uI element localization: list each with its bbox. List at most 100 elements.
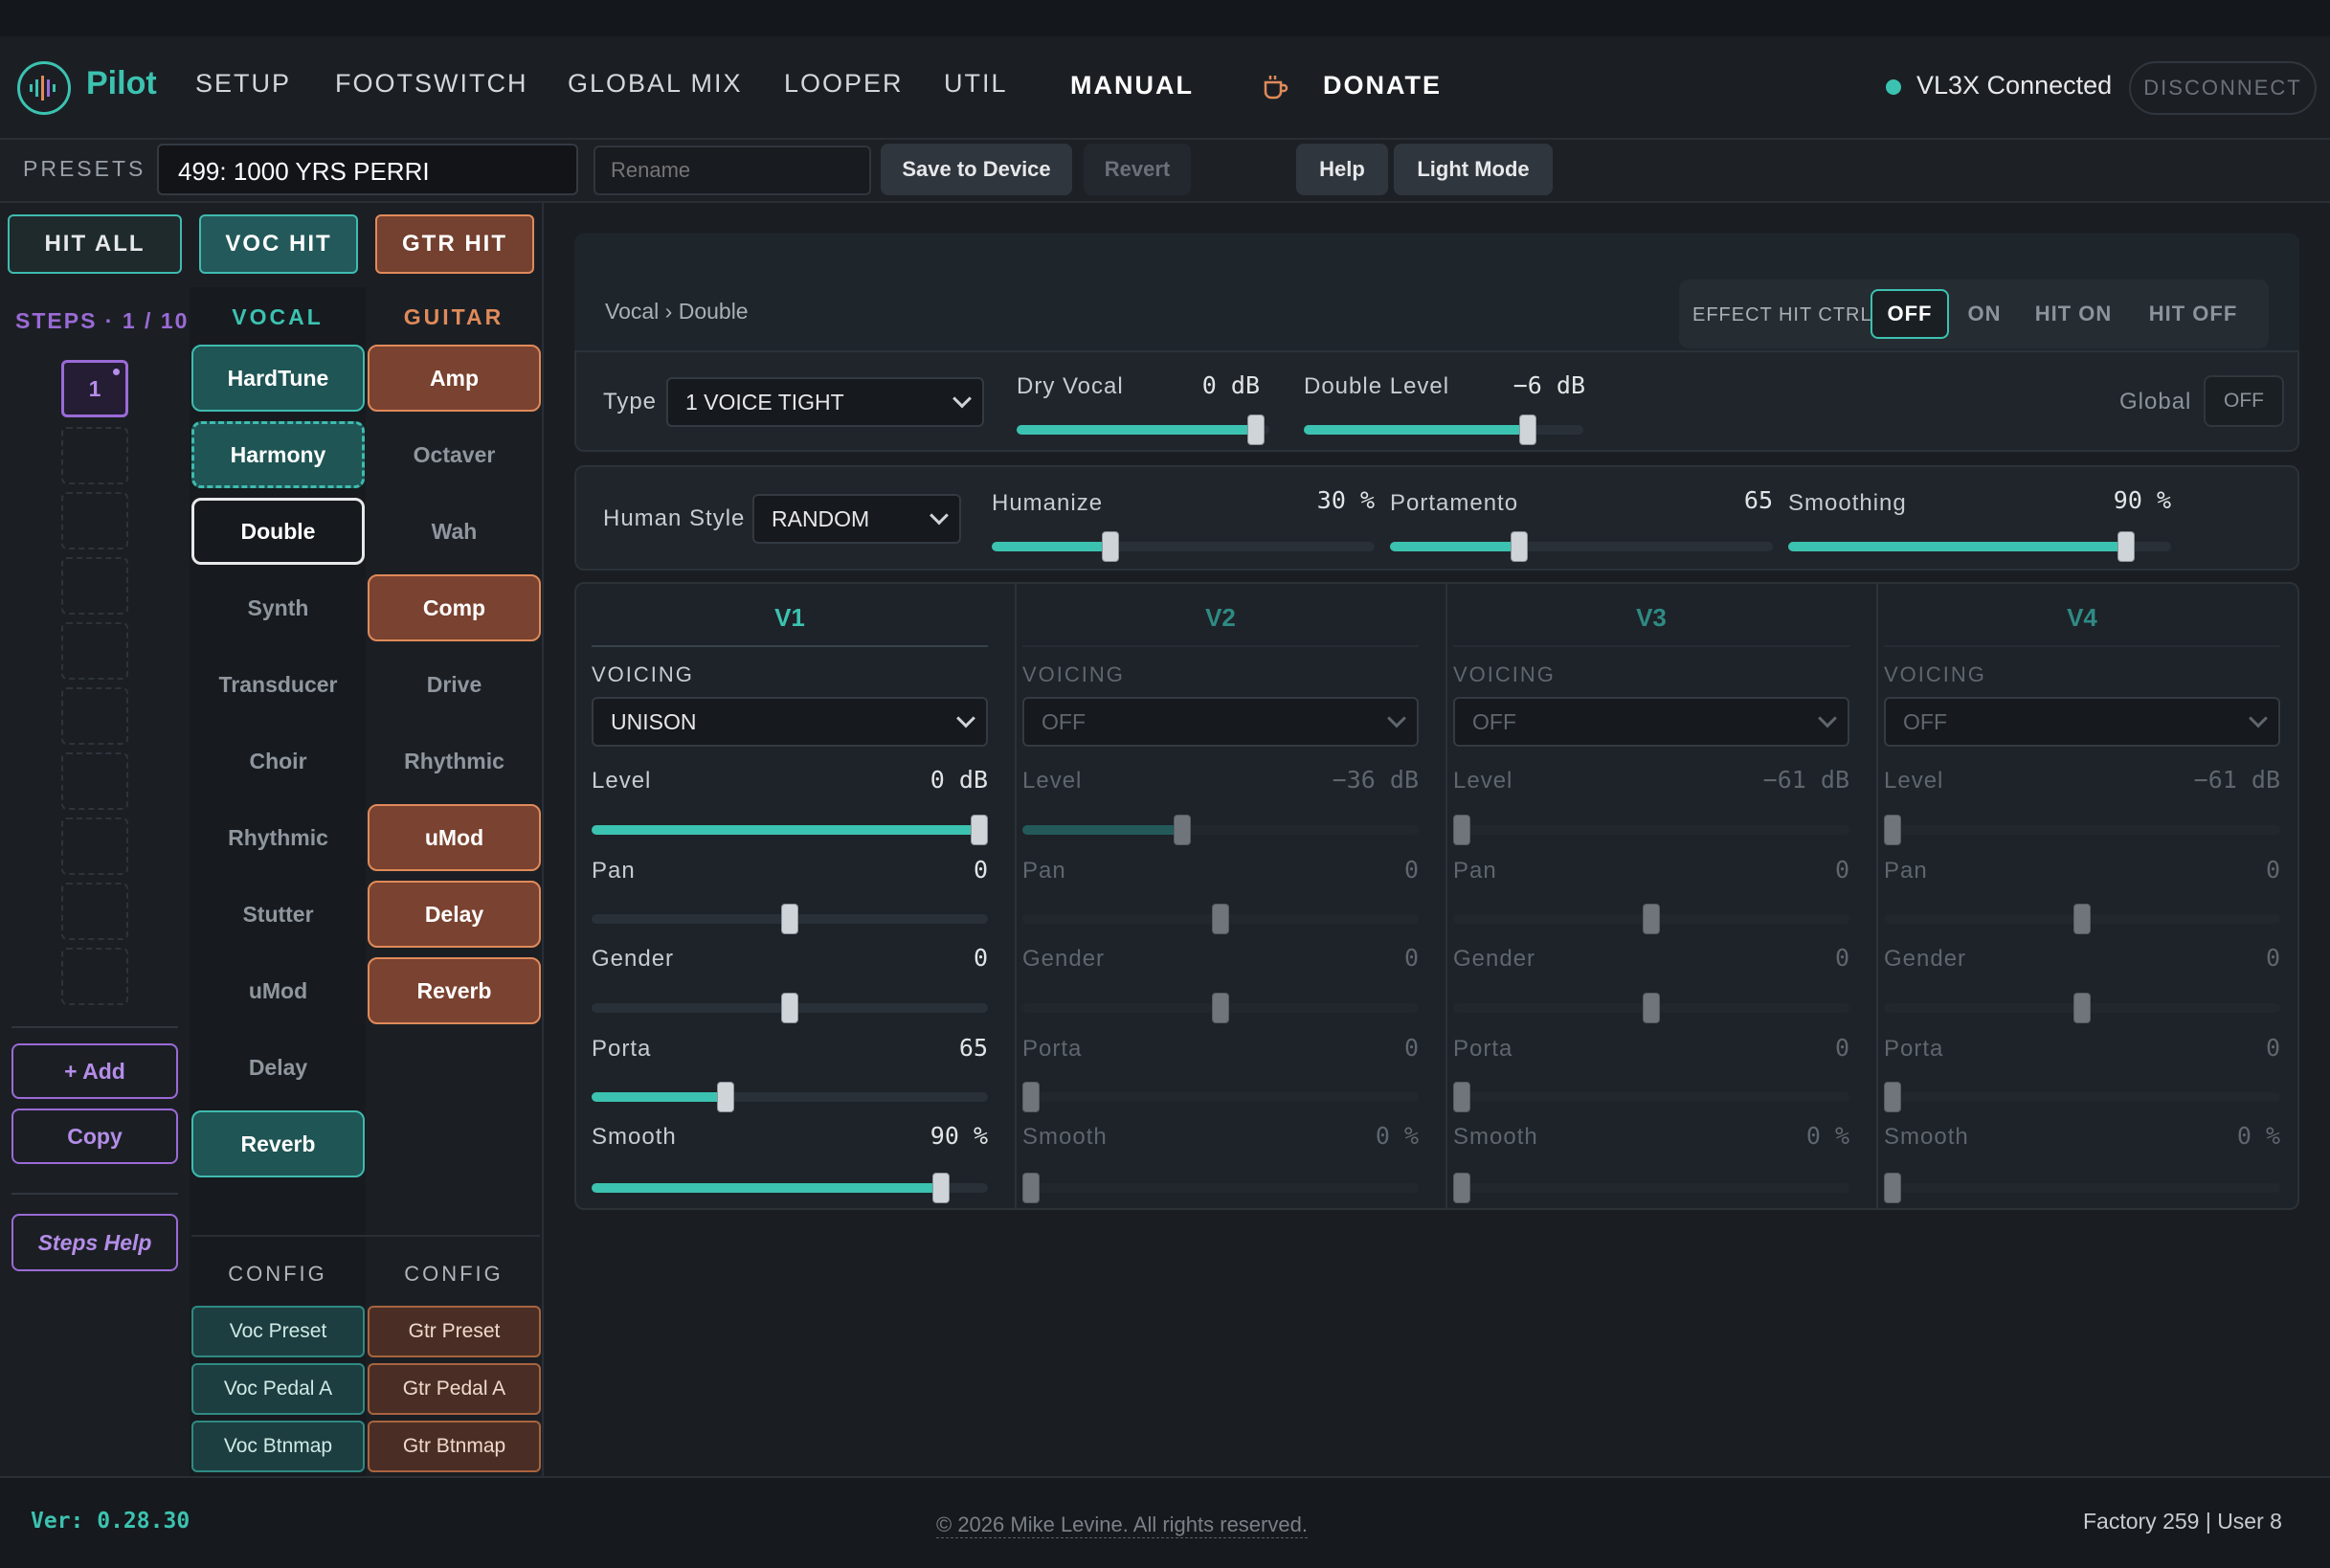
preset-selector[interactable]: 499: 1000 YRS PERRI [157, 144, 578, 195]
help-button[interactable]: Help [1296, 144, 1388, 195]
guitar-effect-reverb[interactable]: Reverb [368, 957, 541, 1024]
add-step-button[interactable]: + Add [11, 1043, 178, 1099]
guitar-effect-octaver[interactable]: Octaver [413, 441, 496, 467]
save-to-device-button[interactable]: Save to Device [881, 144, 1072, 195]
slider-knob[interactable] [2117, 531, 2135, 562]
voice-porta-slider[interactable] [1884, 1082, 2280, 1112]
gtr-pedal-a-button[interactable]: Gtr Pedal A [368, 1363, 541, 1415]
app-logo[interactable] [17, 61, 71, 115]
slider-knob[interactable] [1643, 993, 1660, 1023]
nav-footswitch[interactable]: FOOTSWITCH [335, 69, 528, 98]
type-select[interactable]: 1 VOICE TIGHT [666, 377, 984, 427]
slider-knob[interactable] [717, 1082, 734, 1112]
global-toggle[interactable]: OFF [2204, 375, 2284, 427]
slider-knob[interactable] [1453, 1173, 1470, 1203]
hit-ctrl-hit-off[interactable]: HIT OFF [2148, 302, 2238, 325]
voc-btnmap-button[interactable]: Voc Btnmap [191, 1421, 365, 1472]
slider-knob[interactable] [781, 993, 798, 1023]
voice-title[interactable]: V2 [1205, 603, 1236, 632]
slider-knob[interactable] [971, 815, 988, 845]
vocal-effect-harmony[interactable]: Harmony [191, 421, 365, 488]
vocal-effect-hardtune[interactable]: HardTune [191, 345, 365, 412]
voice-title[interactable]: V1 [774, 603, 805, 632]
hit-ctrl-off[interactable]: OFF [1871, 289, 1949, 339]
portamento-slider[interactable] [1390, 531, 1773, 562]
nav-donate[interactable]: DONATE [1323, 71, 1442, 100]
voice-porta-slider[interactable] [592, 1082, 988, 1112]
slider-knob[interactable] [932, 1173, 950, 1203]
voice-level-slider[interactable] [1022, 815, 1419, 845]
guitar-effect-wah[interactable]: Wah [431, 518, 478, 544]
voice-pan-slider[interactable] [1022, 904, 1419, 934]
vocal-effect-stutter[interactable]: Stutter [242, 901, 314, 927]
step-slot[interactable] [61, 883, 128, 940]
step-slot[interactable] [61, 492, 128, 549]
step-slot[interactable] [61, 818, 128, 875]
voice-porta-slider[interactable] [1453, 1082, 1849, 1112]
voicing-select[interactable]: UNISON [592, 697, 988, 747]
hit-ctrl-hit-on[interactable]: HIT ON [2034, 302, 2113, 325]
guitar-effect-rhythmic[interactable]: Rhythmic [404, 748, 504, 773]
voice-pan-slider[interactable] [592, 904, 988, 934]
voice-gender-slider[interactable] [1453, 993, 1849, 1023]
slider-knob[interactable] [1102, 531, 1119, 562]
voice-smooth-slider[interactable] [1884, 1173, 2280, 1203]
voice-smooth-slider[interactable] [592, 1173, 988, 1203]
slider-knob[interactable] [1884, 1082, 1901, 1112]
guitar-effect-delay[interactable]: Delay [368, 881, 541, 948]
voicing-select[interactable]: OFF [1453, 697, 1849, 747]
voice-level-slider[interactable] [1884, 815, 2280, 845]
slider-knob[interactable] [1519, 414, 1536, 445]
coffee-icon[interactable] [1262, 73, 1290, 101]
nav-global-mix[interactable]: GLOBAL MIX [568, 69, 743, 98]
guitar-effect-umod[interactable]: uMod [368, 804, 541, 871]
slider-knob[interactable] [781, 904, 798, 934]
voice-porta-slider[interactable] [1022, 1082, 1419, 1112]
vocal-effect-delay[interactable]: Delay [248, 1054, 308, 1080]
gtr-preset-button[interactable]: Gtr Preset [368, 1306, 541, 1357]
vocal-effect-rhythmic[interactable]: Rhythmic [228, 824, 328, 850]
humanize-slider[interactable] [992, 531, 1375, 562]
step-slot[interactable] [61, 752, 128, 810]
voc-hit-button[interactable]: VOC HIT [199, 214, 358, 274]
revert-button[interactable]: Revert [1084, 144, 1191, 195]
step-slot[interactable] [61, 427, 128, 484]
slider-knob[interactable] [1643, 904, 1660, 934]
voice-smooth-slider[interactable] [1453, 1173, 1849, 1203]
slider-knob[interactable] [1884, 815, 1901, 845]
hit-ctrl-on[interactable]: ON [1967, 302, 2002, 325]
slider-knob[interactable] [1453, 1082, 1470, 1112]
human-style-select[interactable]: RANDOM [752, 494, 961, 544]
slider-knob[interactable] [1212, 904, 1229, 934]
steps-help-button[interactable]: Steps Help [11, 1214, 178, 1271]
voice-gender-slider[interactable] [1884, 993, 2280, 1023]
voice-gender-slider[interactable] [1022, 993, 1419, 1023]
slider-knob[interactable] [1247, 414, 1265, 445]
step-slot[interactable] [61, 557, 128, 615]
copy-step-button[interactable]: Copy [11, 1109, 178, 1164]
voc-preset-button[interactable]: Voc Preset [191, 1306, 365, 1357]
voice-level-slider[interactable] [592, 815, 988, 845]
rename-input[interactable] [594, 146, 871, 195]
vocal-effect-choir[interactable]: Choir [249, 748, 307, 773]
gtr-btnmap-button[interactable]: Gtr Btnmap [368, 1421, 541, 1472]
slider-knob[interactable] [2073, 993, 2091, 1023]
vocal-effect-transducer[interactable]: Transducer [218, 671, 338, 697]
voice-gender-slider[interactable] [592, 993, 988, 1023]
voicing-select[interactable]: OFF [1022, 697, 1419, 747]
disconnect-button[interactable]: DISCONNECT [2129, 61, 2317, 115]
slider-knob[interactable] [1453, 815, 1470, 845]
vocal-effect-synth[interactable]: Synth [247, 594, 309, 620]
light-mode-button[interactable]: Light Mode [1394, 144, 1553, 195]
slider-knob[interactable] [2073, 904, 2091, 934]
slider-knob[interactable] [1022, 1173, 1040, 1203]
step-slot[interactable] [61, 622, 128, 680]
guitar-effect-amp[interactable]: Amp [368, 345, 541, 412]
smoothing-slider[interactable] [1788, 531, 2171, 562]
nav-manual[interactable]: MANUAL [1070, 71, 1194, 100]
vocal-effect-umod[interactable]: uMod [248, 977, 308, 1003]
step-1[interactable]: 1 [61, 360, 128, 417]
gtr-hit-button[interactable]: GTR HIT [375, 214, 534, 274]
hit-all-button[interactable]: HIT ALL [8, 214, 182, 274]
slider-knob[interactable] [1212, 993, 1229, 1023]
